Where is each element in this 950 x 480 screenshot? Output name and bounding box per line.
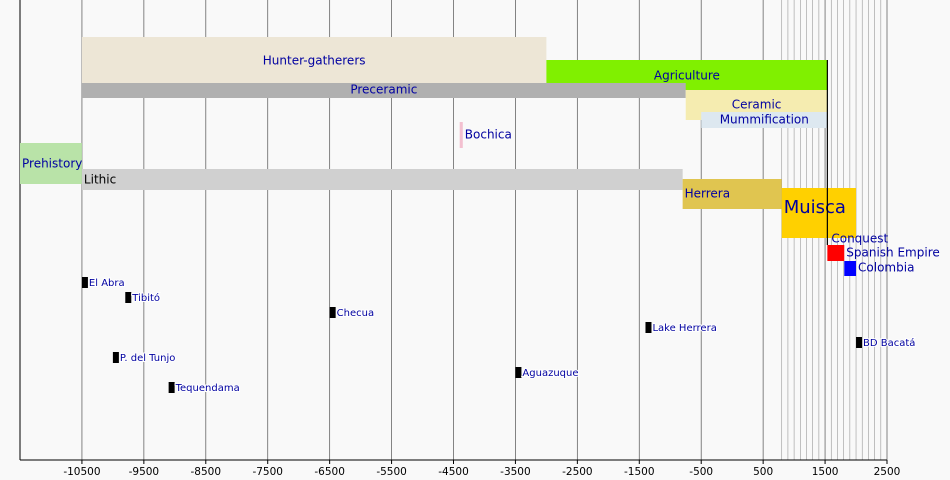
x-tick-label: -5500 bbox=[376, 466, 407, 478]
x-tick-label: -1500 bbox=[624, 466, 655, 478]
period-bar bbox=[459, 122, 463, 148]
period-label: Ceramic bbox=[732, 98, 782, 112]
period-label: Herrera bbox=[685, 187, 730, 201]
period-label: Colombia bbox=[858, 261, 914, 275]
period-bar bbox=[781, 188, 857, 238]
event-label: Aguazuque bbox=[522, 368, 578, 379]
event-marker bbox=[515, 367, 522, 378]
x-tick-label: 2500 bbox=[874, 466, 901, 478]
period-bar bbox=[844, 261, 857, 276]
event-marker bbox=[329, 307, 336, 318]
period-label: Conquest bbox=[831, 232, 888, 246]
event-label: Checua bbox=[337, 308, 374, 319]
period-label: Prehistory bbox=[22, 157, 82, 171]
period-bar bbox=[682, 179, 782, 209]
x-tick-label: -6500 bbox=[314, 466, 345, 478]
x-tick-label: -9500 bbox=[129, 466, 160, 478]
x-tick-label: 1500 bbox=[812, 466, 839, 478]
x-tick-label: -8500 bbox=[191, 466, 222, 478]
event-label: Tibitó bbox=[131, 292, 160, 304]
event-marker bbox=[645, 322, 652, 333]
event-label: El Abra bbox=[89, 278, 125, 289]
period-bar bbox=[81, 83, 686, 98]
x-tick-label: 500 bbox=[753, 466, 773, 478]
period-bar bbox=[81, 37, 547, 83]
period-label: Lithic bbox=[84, 173, 116, 187]
event-marker bbox=[112, 352, 119, 363]
period-label: Agriculture bbox=[654, 69, 720, 83]
x-tick-label: -3500 bbox=[500, 466, 531, 478]
event-marker bbox=[856, 337, 863, 348]
event-marker bbox=[125, 292, 132, 303]
period-bar bbox=[20, 143, 82, 184]
x-tick-label: -500 bbox=[689, 466, 713, 478]
period-label: Hunter-gatherers bbox=[263, 54, 366, 68]
period-bar bbox=[701, 112, 828, 128]
x-tick-label: -7500 bbox=[252, 466, 283, 478]
event-marker bbox=[168, 382, 175, 393]
period-label: Preceramic bbox=[350, 83, 417, 97]
x-tick-label: -4500 bbox=[438, 466, 469, 478]
event-label: BD Bacatá bbox=[863, 337, 915, 349]
period-bar bbox=[81, 169, 683, 190]
period-label: Muisca bbox=[784, 197, 846, 218]
period-bar bbox=[827, 245, 845, 261]
event-marker bbox=[81, 277, 88, 288]
period-label: Mummification bbox=[720, 113, 809, 127]
period-label: Bochica bbox=[465, 128, 512, 142]
x-tick-label: -10500 bbox=[63, 466, 100, 478]
period-label: Spanish Empire bbox=[846, 246, 939, 260]
event-label: Lake Herrera bbox=[652, 323, 716, 334]
event-label: Tequendama bbox=[175, 383, 240, 394]
x-tick-label: -2500 bbox=[562, 466, 593, 478]
event-label: P. del Tunjo bbox=[120, 353, 175, 364]
